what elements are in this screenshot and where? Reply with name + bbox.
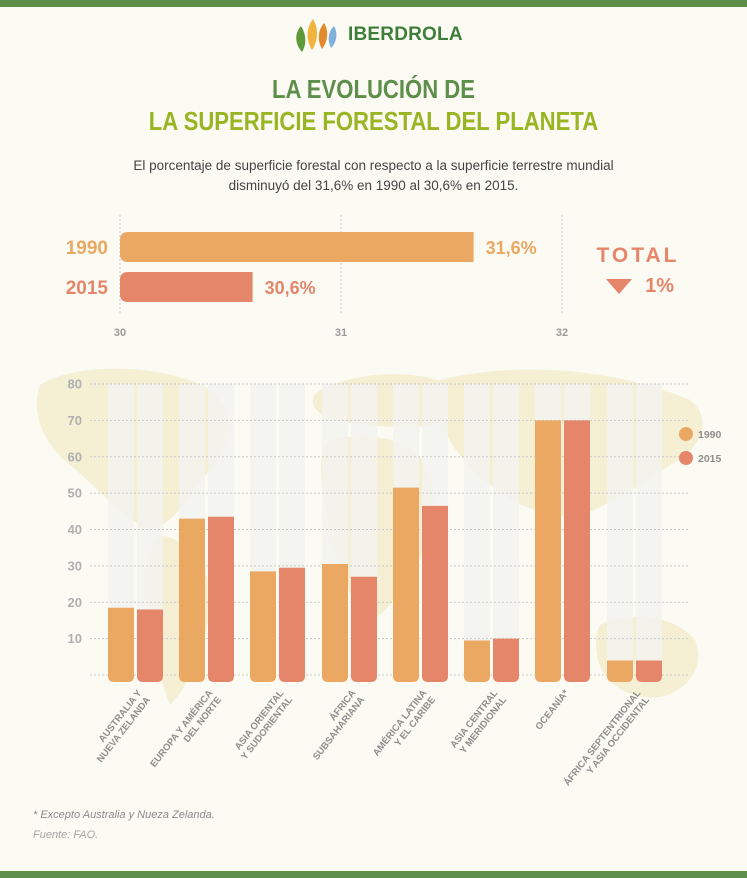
legend-label: 2015 <box>698 453 722 465</box>
bar-2015 <box>493 638 519 682</box>
y-tick-label: 80 <box>68 377 82 392</box>
bar-2015 <box>208 516 234 682</box>
category-label-line: EUROPA Y AMÉRICA <box>148 688 215 770</box>
bar-1990 <box>179 518 205 682</box>
page-subtitle: El porcentaje de superficie forestal con… <box>60 156 687 196</box>
top-category-label: 2015 <box>66 278 109 299</box>
y-tick-label: 20 <box>68 595 82 610</box>
category-label-line: ÁFRICA SEPTENTRIONAL <box>562 688 644 788</box>
y-tick-label: 10 <box>68 631 82 646</box>
category-label: ÁFRICA SEPTENTRIONALY ASIA OCCIDENTAL <box>562 688 652 795</box>
down-arrow-icon <box>606 279 632 294</box>
category-label: AMÉRICA LATINAY EL CARIBE <box>371 688 438 765</box>
bottom-border <box>0 871 747 878</box>
brand-name: IBERDROLA <box>348 24 463 45</box>
category-label-line: OCEANÍA* <box>533 688 571 732</box>
top-tick-label: 32 <box>556 327 568 339</box>
top-border <box>0 0 747 7</box>
y-tick-label: 50 <box>68 486 82 501</box>
category-label-line: Y ASIA OCCIDENTAL <box>585 695 652 777</box>
top-value-label: 31,6% <box>486 238 537 258</box>
page-title-line1: LA EVOLUCIÓN DE <box>271 74 475 104</box>
column-background <box>464 384 490 675</box>
category-label: AUSTRALIA YNUEVA ZELANDA <box>86 688 153 765</box>
brand-logo: IBERDROLA <box>292 16 463 54</box>
bar-2015 <box>564 420 590 682</box>
subtitle-line2: disminuyó del 31,6% en 1990 al 30,6% en … <box>228 178 519 193</box>
regional-forest-chart: 10 20 30 40 50 60 70 80 AUSTRALIA YNUEVA ZELAND… <box>36 368 722 795</box>
bar-1990 <box>393 487 419 682</box>
bar-1990 <box>535 420 561 682</box>
top-tick-label: 31 <box>335 327 347 339</box>
y-tick-label: 40 <box>68 522 82 537</box>
page-title-line2: LA SUPERFICIE FORESTAL DEL PLANETA <box>148 106 599 136</box>
source-note: Fuente: FAO. <box>33 829 99 841</box>
top-bar <box>120 232 474 262</box>
bar-2015 <box>137 609 163 682</box>
bar-1990 <box>607 660 633 682</box>
top-category-label: 1990 <box>66 238 108 259</box>
total-label: TOTAL <box>596 244 679 267</box>
category-label: OCEANÍA* <box>533 688 571 732</box>
subtitle-line1: El porcentaje de superficie forestal con… <box>133 158 614 173</box>
y-tick-label: 70 <box>68 413 82 428</box>
y-tick-label: 60 <box>68 449 82 464</box>
bar-1990 <box>250 571 276 682</box>
legend-label: 1990 <box>698 429 722 441</box>
category-label: ASIA CENTRALY MERIDIONAL <box>448 688 509 757</box>
footnote: * Excepto Australia y Nueza Zelanda. <box>33 809 215 821</box>
bar-1990 <box>108 607 134 682</box>
bar-2015 <box>279 567 305 682</box>
column-background <box>636 384 662 675</box>
bar-2015 <box>636 660 662 682</box>
y-tick-label: 30 <box>68 558 82 573</box>
bar-1990 <box>322 564 348 682</box>
top-tick-label: 30 <box>114 327 126 339</box>
legend-swatch <box>679 427 693 441</box>
category-label: ÁFRICASUBSAHARIANA <box>302 688 367 762</box>
top-bar <box>120 272 253 302</box>
total-value: 1% <box>645 275 674 297</box>
category-label: ASIA ORIENTALY SUDORIENTAL <box>230 688 295 762</box>
legend-swatch <box>679 451 693 465</box>
bar-1990 <box>464 640 490 682</box>
total-comparison-chart: 30 31 32 1990 31,6% 2015 30,6% TOTAL 1% <box>66 215 679 339</box>
bar-2015 <box>422 505 448 682</box>
leaves-icon <box>296 19 337 52</box>
top-value-label: 30,6% <box>265 278 316 298</box>
bar-2015 <box>351 576 377 682</box>
category-label: EUROPA Y AMÉRICADEL NORTE <box>148 688 224 776</box>
